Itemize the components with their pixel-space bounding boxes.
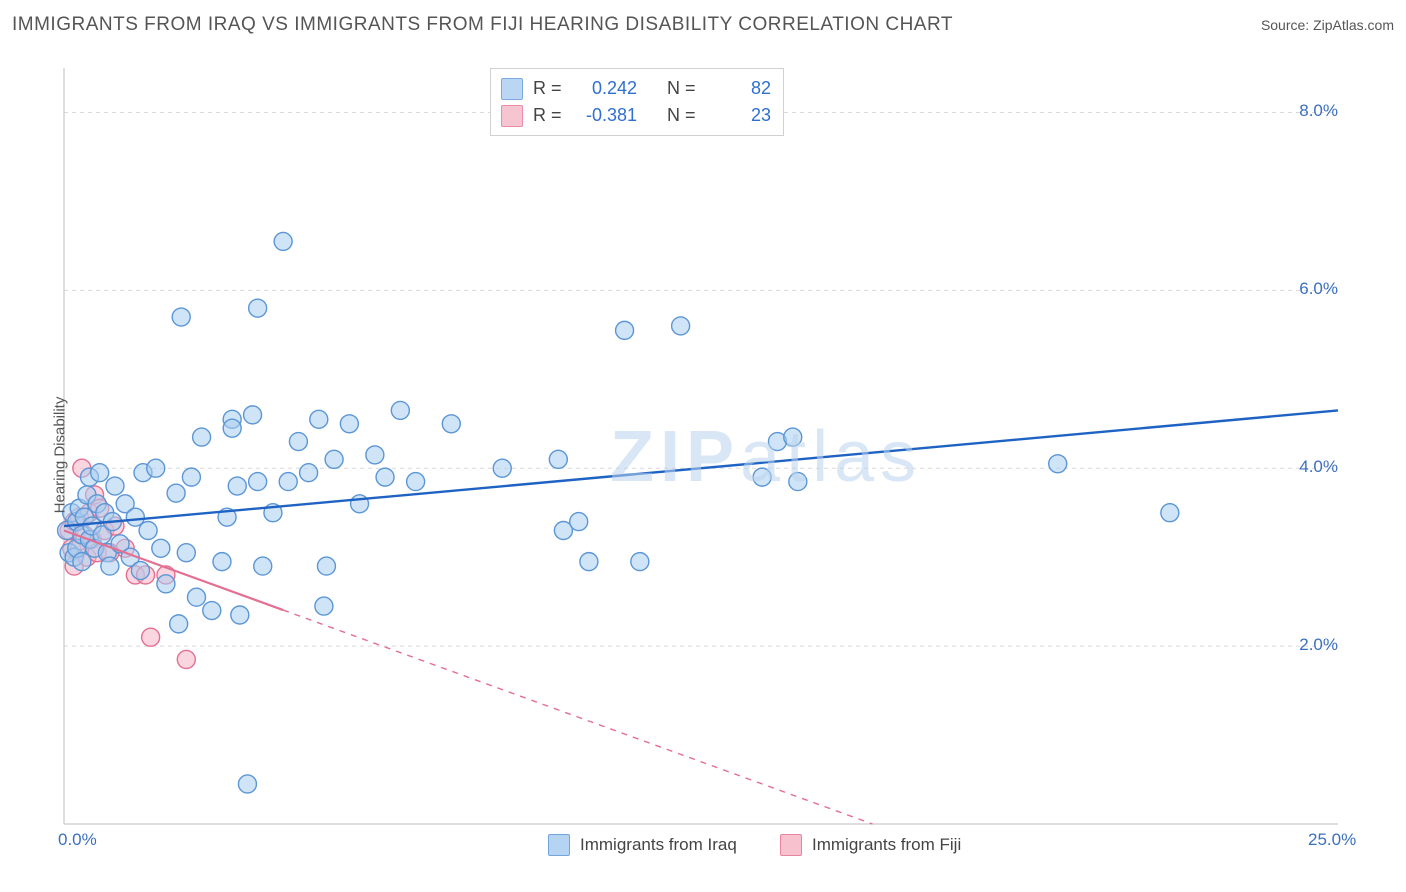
legend-swatch bbox=[780, 834, 802, 856]
legend-swatch bbox=[548, 834, 570, 856]
iraq-point bbox=[147, 459, 165, 477]
iraq-point bbox=[244, 406, 262, 424]
iraq-point bbox=[325, 450, 343, 468]
legend-swatch bbox=[501, 78, 523, 100]
iraq-point bbox=[340, 415, 358, 433]
y-tick-label: 6.0% bbox=[1282, 279, 1338, 299]
iraq-point bbox=[300, 464, 318, 482]
iraq-point bbox=[366, 446, 384, 464]
iraq-point bbox=[580, 553, 598, 571]
corr-r-label: R = bbox=[533, 75, 563, 102]
iraq-point bbox=[238, 775, 256, 793]
plot-area: Hearing Disability ZIPatlas R =0.242N =8… bbox=[50, 60, 1370, 850]
iraq-point bbox=[254, 557, 272, 575]
iraq-point bbox=[131, 562, 149, 580]
series-legend-iraq: Immigrants from Iraq bbox=[548, 834, 737, 856]
legend-swatch bbox=[501, 105, 523, 127]
iraq-point bbox=[228, 477, 246, 495]
fiji-point bbox=[142, 628, 160, 646]
x-tick-label: 25.0% bbox=[1308, 830, 1356, 850]
chart-source: Source: ZipAtlas.com bbox=[1261, 17, 1394, 33]
iraq-point bbox=[182, 468, 200, 486]
iraq-point bbox=[203, 602, 221, 620]
legend-label: Immigrants from Fiji bbox=[812, 835, 961, 855]
scatter-plot bbox=[50, 60, 1370, 850]
iraq-point bbox=[152, 539, 170, 557]
fiji-point bbox=[177, 650, 195, 668]
legend-label: Immigrants from Iraq bbox=[580, 835, 737, 855]
iraq-point bbox=[279, 473, 297, 491]
correlation-legend: R = 0.242 N = 82 R = -0.381 N = 23 bbox=[490, 68, 784, 136]
iraq-point bbox=[289, 433, 307, 451]
y-tick-label: 8.0% bbox=[1282, 101, 1338, 121]
iraq-point bbox=[249, 299, 267, 317]
iraq-point bbox=[139, 521, 157, 539]
iraq-point bbox=[317, 557, 335, 575]
iraq-point bbox=[789, 473, 807, 491]
iraq-point bbox=[231, 606, 249, 624]
iraq-point bbox=[193, 428, 211, 446]
iraq-point bbox=[1161, 504, 1179, 522]
chart-title: IMMIGRANTS FROM IRAQ VS IMMIGRANTS FROM … bbox=[12, 14, 953, 36]
fiji-trend-line bbox=[64, 530, 283, 610]
iraq-point bbox=[187, 588, 205, 606]
iraq-point bbox=[249, 473, 267, 491]
iraq-point bbox=[310, 410, 328, 428]
corr-n-value: 82 bbox=[707, 75, 771, 102]
iraq-point bbox=[172, 308, 190, 326]
corr-r-label: R = bbox=[533, 102, 563, 129]
corr-n-label: N = bbox=[667, 75, 697, 102]
corr-r-value: -0.381 bbox=[573, 102, 637, 129]
y-axis-label: Hearing Disability bbox=[52, 397, 69, 514]
iraq-point bbox=[1049, 455, 1067, 473]
y-tick-label: 4.0% bbox=[1282, 457, 1338, 477]
iraq-point bbox=[570, 513, 588, 531]
iraq-point bbox=[391, 401, 409, 419]
y-tick-label: 2.0% bbox=[1282, 635, 1338, 655]
source-link[interactable]: ZipAtlas.com bbox=[1313, 17, 1394, 33]
iraq-point bbox=[672, 317, 690, 335]
iraq-point bbox=[549, 450, 567, 468]
iraq-point bbox=[170, 615, 188, 633]
iraq-point bbox=[616, 321, 634, 339]
fiji-trend-extrapolation bbox=[283, 610, 872, 824]
series-legend-fiji: Immigrants from Fiji bbox=[780, 834, 961, 856]
corr-r-value: 0.242 bbox=[573, 75, 637, 102]
iraq-point bbox=[407, 473, 425, 491]
iraq-point bbox=[167, 484, 185, 502]
iraq-point bbox=[784, 428, 802, 446]
iraq-point bbox=[213, 553, 231, 571]
iraq-point bbox=[631, 553, 649, 571]
iraq-point bbox=[376, 468, 394, 486]
iraq-point bbox=[223, 419, 241, 437]
x-tick-label: 0.0% bbox=[58, 830, 97, 850]
iraq-point bbox=[493, 459, 511, 477]
corr-legend-row: R = 0.242 N = 82 bbox=[501, 75, 771, 102]
iraq-point bbox=[753, 468, 771, 486]
iraq-point bbox=[315, 597, 333, 615]
corr-n-label: N = bbox=[667, 102, 697, 129]
iraq-point bbox=[106, 477, 124, 495]
iraq-point bbox=[442, 415, 460, 433]
corr-n-value: 23 bbox=[707, 102, 771, 129]
corr-legend-row: R = -0.381 N = 23 bbox=[501, 102, 771, 129]
iraq-point bbox=[177, 544, 195, 562]
iraq-point bbox=[274, 232, 292, 250]
iraq-point bbox=[157, 575, 175, 593]
iraq-point bbox=[91, 464, 109, 482]
iraq-point bbox=[101, 557, 119, 575]
